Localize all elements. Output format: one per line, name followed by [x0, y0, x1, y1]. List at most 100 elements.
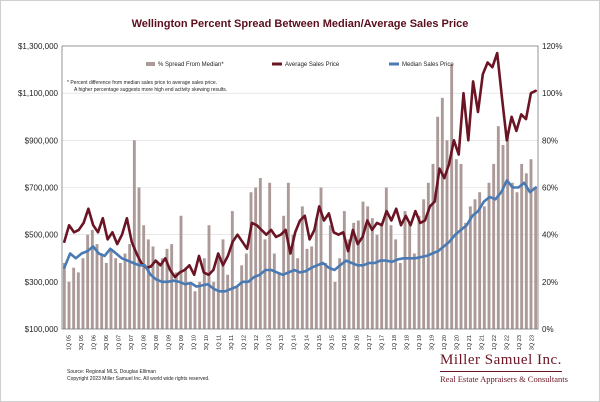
spread-bar: [156, 262, 160, 329]
spread-bar: [244, 253, 248, 329]
x-tick-label: 3Q 20: [455, 335, 461, 350]
right-tick-label: 40%: [542, 231, 558, 240]
spread-bar: [310, 246, 314, 329]
spread-bar: [431, 163, 435, 329]
brand-name: Miller Samuel Inc.: [440, 352, 562, 368]
spread-bar: [146, 239, 150, 329]
spread-bar: [114, 258, 118, 329]
x-tick-label: 3Q 12: [254, 335, 260, 350]
x-tick-label: 1Q 12: [242, 335, 248, 350]
source-note: Source: Regional MLS, Douglas Elliman: [67, 369, 156, 375]
spread-bar: [384, 187, 388, 329]
spread-bar: [459, 163, 463, 329]
spread-bar: [268, 182, 272, 329]
spread-bar: [62, 262, 66, 329]
spread-bar: [212, 281, 216, 329]
brand-tagline: Real Estate Appraisers & Consultants: [440, 374, 568, 384]
spread-bar: [328, 225, 332, 329]
spread-bar: [95, 244, 99, 329]
x-tick-label: 3Q 14: [304, 335, 310, 350]
spread-bar: [394, 239, 398, 329]
spread-bar: [319, 187, 323, 329]
plot-border: [61, 45, 539, 330]
spread-bar: [226, 274, 230, 329]
spread-bar: [272, 253, 276, 329]
spread-bar: [104, 262, 108, 329]
spread-bar: [389, 225, 393, 329]
spread-bar: [515, 192, 519, 329]
spread-bar: [370, 218, 374, 329]
spread-bar: [524, 173, 528, 329]
left-axis: $100,000 $300,000 $500,000 $700,000 $900,000…: [18, 42, 59, 334]
x-tick-label: 1Q 23: [517, 335, 523, 350]
left-tick-label: $1,100,000: [18, 89, 59, 98]
spread-bar: [412, 253, 416, 329]
spread-bar: [296, 258, 300, 329]
x-tick-label: 1Q 11: [217, 335, 223, 350]
gridlines: [62, 92, 538, 283]
spread-bar: [263, 239, 267, 329]
legend: % Spread From Median* Average Sales Pric…: [146, 62, 454, 68]
spread-bar: [496, 126, 500, 329]
spread-bar: [468, 206, 472, 329]
right-tick-label: 0%: [542, 325, 554, 334]
spread-bar: [254, 187, 258, 329]
spread-bar: [352, 222, 356, 329]
right-axis: 0% 20% 40% 60% 80% 100% 120%: [542, 42, 562, 334]
right-tick-label: 80%: [542, 136, 558, 145]
x-tick-label: 3Q 05: [79, 335, 85, 350]
spread-bar: [230, 211, 234, 329]
right-tick-label: 100%: [542, 89, 562, 98]
spread-bar: [366, 206, 370, 329]
spread-bar: [375, 234, 379, 329]
spread-bar: [67, 281, 71, 329]
spread-bar: [132, 140, 136, 329]
spread-bar: [160, 258, 164, 329]
x-tick-label: 1Q 17: [367, 335, 373, 350]
brand-divider: [440, 371, 562, 372]
spread-bar: [436, 116, 440, 329]
spread-bar: [249, 192, 253, 329]
x-tick-label: 1Q 14: [292, 335, 298, 350]
spread-bar: [482, 206, 486, 329]
x-tick-label: 1Q 21: [467, 335, 473, 350]
spread-bar: [333, 281, 337, 329]
spread-bar: [123, 253, 127, 329]
spread-bar: [188, 281, 192, 329]
x-tick-label: 1Q 05: [66, 335, 72, 350]
legend-swatch-spread: [146, 62, 155, 66]
x-tick-label: 1Q 22: [492, 335, 498, 350]
footnote-line-1: * Percent difference from median sales p…: [67, 80, 217, 86]
spread-bar: [184, 267, 188, 329]
x-tick-label: 3Q 11: [229, 335, 235, 350]
x-tick-label: 3Q 09: [179, 335, 185, 350]
spread-bar: [403, 211, 407, 329]
x-tick-label: 3Q 18: [404, 335, 410, 350]
spread-bar: [174, 272, 178, 329]
left-tick-label: $900,000: [25, 136, 59, 145]
spread-bar: [473, 199, 477, 329]
x-tick-label: 3Q 17: [379, 335, 385, 350]
spread-bar: [356, 220, 360, 329]
brand-logo: Miller Samuel Inc. Real Estate Appraiser…: [440, 352, 570, 384]
x-tick-label: 3Q 16: [354, 335, 360, 350]
x-tick-label: 3Q 23: [530, 335, 536, 350]
spread-bar: [109, 248, 113, 329]
chart-title: Wellington Percent Spread Between Median…: [132, 18, 469, 30]
spread-bar: [300, 206, 304, 329]
spread-bar: [454, 159, 458, 329]
legend-label-spread: % Spread From Median*: [158, 62, 224, 68]
price-lines: [63, 51, 538, 293]
spread-bar: [170, 244, 174, 329]
spread-bar: [100, 253, 104, 329]
spread-bar: [198, 281, 202, 329]
spread-bar: [165, 248, 169, 329]
spread-bar: [422, 199, 426, 329]
spread-bar: [324, 262, 328, 329]
spread-bar: [501, 145, 505, 329]
spread-bar: [240, 265, 244, 329]
spread-bar: [118, 262, 122, 329]
x-tick-label: 1Q 06: [91, 335, 97, 350]
